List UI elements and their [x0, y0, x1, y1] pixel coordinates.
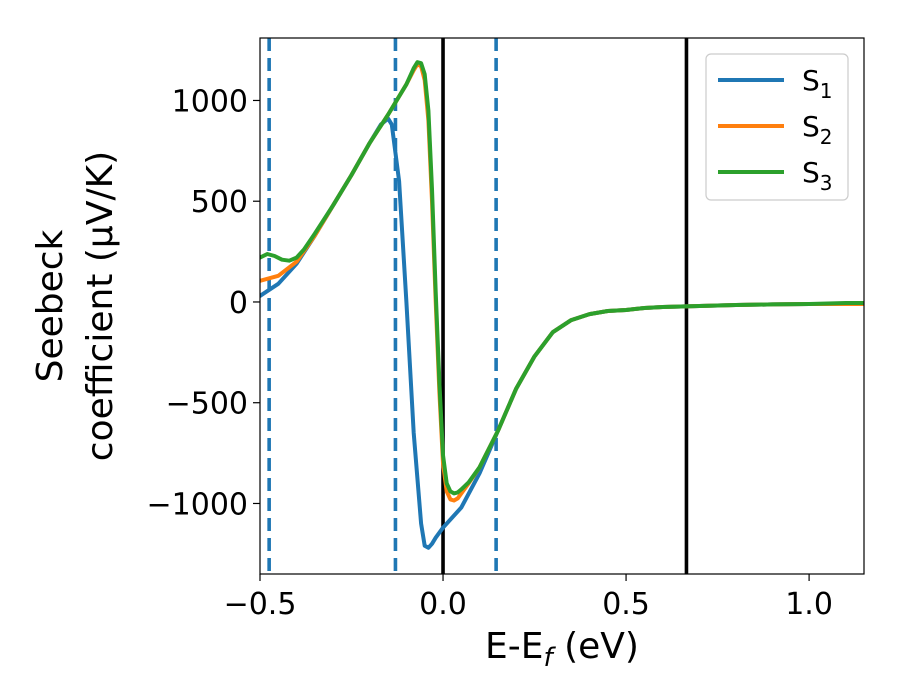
- x-tick-label: 1.0: [785, 587, 833, 622]
- y-axis-label-line2: coefficient (μV/K): [80, 151, 121, 461]
- series-line-s3: [260, 60, 864, 496]
- x-axis-label: E-Ef (eV): [485, 626, 639, 673]
- y-tick-label: 500: [191, 185, 248, 220]
- x-tick-label: −0.5: [224, 587, 297, 622]
- y-tick-label: −500: [166, 387, 248, 422]
- legend-label: S1: [802, 64, 833, 103]
- y-axis-label-line1: Seebeck: [30, 229, 71, 382]
- x-tick-label: 0.0: [419, 587, 467, 622]
- y-tick-label: −1000: [147, 487, 248, 522]
- legend-label: S2: [802, 110, 833, 149]
- legend: S1 S2 S3: [705, 53, 849, 201]
- y-tick-label: 1000: [172, 84, 248, 119]
- y-tick-label: 0: [229, 286, 248, 321]
- x-tick-label: 0.5: [602, 587, 650, 622]
- plot-frame: [259, 37, 865, 575]
- legend-label: S3: [802, 156, 833, 195]
